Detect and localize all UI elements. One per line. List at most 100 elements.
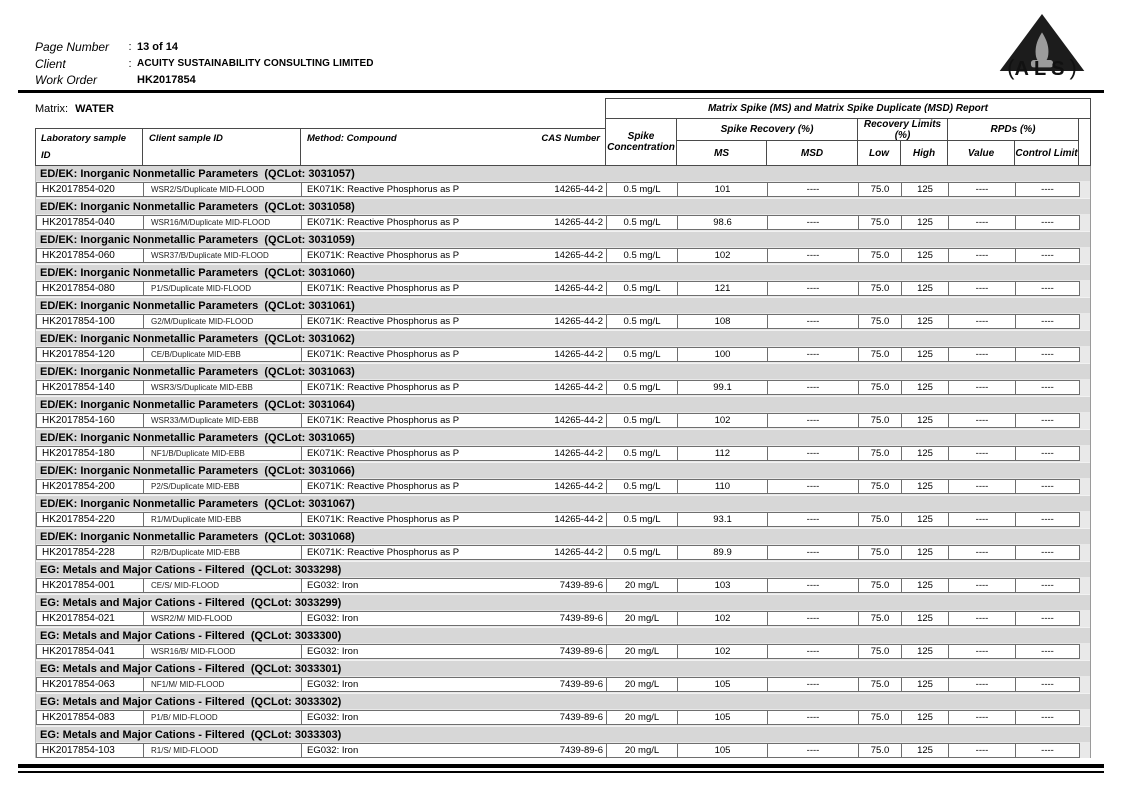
section-header: ED/EK: Inorganic Nonmetallic Parameters … bbox=[36, 330, 1090, 346]
cell-rpd-value: ---- bbox=[948, 215, 1016, 230]
cell-client-sample-id: G2/M/Duplicate MID-FLOOD bbox=[143, 314, 302, 329]
colgroup-recovery-limits: Recovery Limits (%) bbox=[857, 118, 948, 141]
cell-rpd-control-limit: ---- bbox=[1015, 314, 1080, 329]
cell-ms-recovery: 121 bbox=[677, 281, 768, 296]
cell-ms-recovery: 112 bbox=[677, 446, 768, 461]
table-row: HK2017854-140 WSR3/S/Duplicate MID-EBB E… bbox=[36, 380, 1090, 395]
cell-method-cas: EK071K: Reactive Phosphorus as P 14265-4… bbox=[301, 545, 607, 560]
cell-limit-high: 125 bbox=[901, 479, 949, 494]
section-header: EG: Metals and Major Cations - Filtered … bbox=[36, 561, 1090, 577]
cell-lab-sample-id: HK2017854-020 bbox=[36, 182, 144, 197]
cell-method-cas: EK071K: Reactive Phosphorus as P 14265-4… bbox=[301, 347, 607, 362]
col-spike-concentration: Spike Concentration bbox=[605, 118, 677, 166]
cell-cas-number: 14265-44-2 bbox=[554, 514, 603, 525]
cell-msd-recovery: ---- bbox=[767, 380, 859, 395]
cell-cas-number: 7439-89-6 bbox=[559, 745, 603, 756]
cell-rpd-control-limit: ---- bbox=[1015, 710, 1080, 725]
cell-rpd-control-limit: ---- bbox=[1015, 215, 1080, 230]
meta-separator: : bbox=[128, 57, 132, 70]
cell-limit-high: 125 bbox=[901, 644, 949, 659]
section-header: ED/EK: Inorganic Nonmetallic Parameters … bbox=[36, 165, 1090, 181]
cell-spike-concentration: 20 mg/L bbox=[606, 611, 678, 626]
cell-rpd-control-limit: ---- bbox=[1015, 512, 1080, 527]
cell-rpd-value: ---- bbox=[948, 743, 1016, 758]
cell-limit-high: 125 bbox=[901, 743, 949, 758]
cell-rpd-control-limit: ---- bbox=[1015, 446, 1080, 461]
meta-value: ACUITY SUSTAINABILITY CONSULTING LIMITED bbox=[137, 57, 374, 69]
cell-limit-low: 75.0 bbox=[858, 281, 902, 296]
cell-method-cas: EK071K: Reactive Phosphorus as P 14265-4… bbox=[301, 512, 607, 527]
cell-limit-low: 75.0 bbox=[858, 677, 902, 692]
meta-separator: : bbox=[128, 41, 132, 53]
cell-cas-number: 14265-44-2 bbox=[554, 184, 603, 195]
section-header: ED/EK: Inorganic Nonmetallic Parameters … bbox=[36, 396, 1090, 412]
cell-ms-recovery: 99.1 bbox=[677, 380, 768, 395]
cell-lab-sample-id: HK2017854-083 bbox=[36, 710, 144, 725]
cell-method-compound: EK071K: Reactive Phosphorus as P bbox=[307, 217, 460, 228]
cell-cas-number: 14265-44-2 bbox=[554, 283, 603, 294]
cell-spike-concentration: 20 mg/L bbox=[606, 743, 678, 758]
cell-rpd-value: ---- bbox=[948, 182, 1016, 197]
cell-spike-concentration: 0.5 mg/L bbox=[606, 413, 678, 428]
table-row: HK2017854-100 G2/M/Duplicate MID-FLOOD E… bbox=[36, 314, 1090, 329]
cell-lab-sample-id: HK2017854-040 bbox=[36, 215, 144, 230]
cell-method-compound: EK071K: Reactive Phosphorus as P bbox=[307, 415, 460, 426]
section-header: ED/EK: Inorganic Nonmetallic Parameters … bbox=[36, 264, 1090, 280]
page-meta: Page Number : 13 of 14 Client : ACUITY S… bbox=[35, 39, 374, 89]
colgroup-spike-recovery: Spike Recovery (%) bbox=[676, 118, 858, 141]
qc-section: EG: Metals and Major Cations - Filtered … bbox=[36, 627, 1090, 659]
meta-value: HK2017854 bbox=[137, 74, 196, 86]
cell-msd-recovery: ---- bbox=[767, 248, 859, 263]
qc-section: ED/EK: Inorganic Nonmetallic Parameters … bbox=[36, 297, 1090, 329]
section-header: EG: Metals and Major Cations - Filtered … bbox=[36, 660, 1090, 676]
cell-lab-sample-id: HK2017854-220 bbox=[36, 512, 144, 527]
meta-label: Page Number bbox=[35, 40, 110, 54]
cell-limit-low: 75.0 bbox=[858, 314, 902, 329]
cell-spike-concentration: 20 mg/L bbox=[606, 578, 678, 593]
cell-rpd-value: ---- bbox=[948, 545, 1016, 560]
section-header: EG: Metals and Major Cations - Filtered … bbox=[36, 627, 1090, 643]
table-row: HK2017854-063 NF1/M/ MID-FLOOD EG032: Ir… bbox=[36, 677, 1090, 692]
cell-rpd-control-limit: ---- bbox=[1015, 611, 1080, 626]
table-header: Matrix Spike (MS) and Matrix Spike Dupli… bbox=[35, 98, 1091, 166]
cell-method-compound: EK071K: Reactive Phosphorus as P bbox=[307, 349, 460, 360]
cell-spike-concentration: 0.5 mg/L bbox=[606, 446, 678, 461]
cell-cas-number: 7439-89-6 bbox=[559, 679, 603, 690]
cell-ms-recovery: 102 bbox=[677, 644, 768, 659]
cell-method-compound: EK071K: Reactive Phosphorus as P bbox=[307, 250, 460, 261]
col-msd: MSD bbox=[766, 140, 858, 166]
cell-rpd-value: ---- bbox=[948, 347, 1016, 362]
cell-cas-number: 14265-44-2 bbox=[554, 547, 603, 558]
cell-spike-concentration: 0.5 mg/L bbox=[606, 380, 678, 395]
cell-rpd-value: ---- bbox=[948, 644, 1016, 659]
cell-msd-recovery: ---- bbox=[767, 446, 859, 461]
cell-limit-low: 75.0 bbox=[858, 182, 902, 197]
cell-method-cas: EG032: Iron 7439-89-6 bbox=[301, 644, 607, 659]
table-row: HK2017854-040 WSR16/M/Duplicate MID-FLOO… bbox=[36, 215, 1090, 230]
cell-limit-high: 125 bbox=[901, 182, 949, 197]
qc-section: ED/EK: Inorganic Nonmetallic Parameters … bbox=[36, 429, 1090, 461]
cell-method-compound: EG032: Iron bbox=[307, 580, 359, 591]
qc-section: ED/EK: Inorganic Nonmetallic Parameters … bbox=[36, 363, 1090, 395]
cell-limit-high: 125 bbox=[901, 611, 949, 626]
cell-msd-recovery: ---- bbox=[767, 413, 859, 428]
qc-section: EG: Metals and Major Cations - Filtered … bbox=[36, 726, 1090, 758]
qc-section: EG: Metals and Major Cations - Filtered … bbox=[36, 660, 1090, 692]
cell-limit-high: 125 bbox=[901, 512, 949, 527]
cell-limit-low: 75.0 bbox=[858, 446, 902, 461]
cell-rpd-control-limit: ---- bbox=[1015, 578, 1080, 593]
cell-rpd-control-limit: ---- bbox=[1015, 413, 1080, 428]
cell-rpd-control-limit: ---- bbox=[1015, 248, 1080, 263]
section-header: ED/EK: Inorganic Nonmetallic Parameters … bbox=[36, 528, 1090, 544]
cell-client-sample-id: NF1/B/Duplicate MID-EBB bbox=[143, 446, 302, 461]
table-row: HK2017854-020 WSR2/S/Duplicate MID-FLOOD… bbox=[36, 182, 1090, 197]
table-row: HK2017854-021 WSR2/M/ MID-FLOOD EG032: I… bbox=[36, 611, 1090, 626]
cell-spike-concentration: 20 mg/L bbox=[606, 644, 678, 659]
cell-lab-sample-id: HK2017854-160 bbox=[36, 413, 144, 428]
cell-rpd-value: ---- bbox=[948, 578, 1016, 593]
cell-cas-number: 7439-89-6 bbox=[559, 613, 603, 624]
cell-client-sample-id: P2/S/Duplicate MID-EBB bbox=[143, 479, 302, 494]
footer-divider-thick-line bbox=[18, 764, 1104, 768]
col-client-sample-id: Client sample ID bbox=[142, 128, 301, 166]
cell-limit-low: 75.0 bbox=[858, 380, 902, 395]
